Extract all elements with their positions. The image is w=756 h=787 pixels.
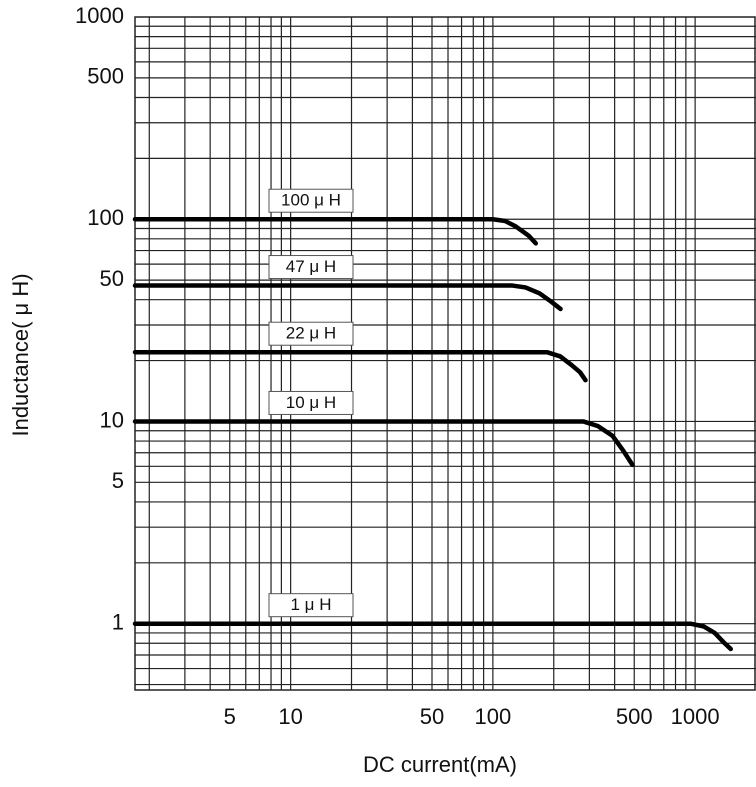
line-series <box>132 419 635 468</box>
legend-box <box>268 188 354 213</box>
y-tick-label: 500 <box>87 64 124 89</box>
line-series <box>132 283 563 312</box>
x-tick-label: 1000 <box>671 704 720 729</box>
y-tick-label: 10 <box>100 407 124 432</box>
legend-box <box>268 255 354 280</box>
y-tick-label: 50 <box>100 266 124 291</box>
x-tick-label: 50 <box>420 704 444 729</box>
y-axis-label: Inductance( μ H) <box>8 273 33 436</box>
series-label: 10 μ H <box>286 393 336 412</box>
legend-box <box>268 321 354 346</box>
series-label: 22 μ H <box>286 324 336 343</box>
x-tick-label: 100 <box>475 704 512 729</box>
series-label: 47 μ H <box>286 257 336 276</box>
x-tick-label: 5 <box>224 704 236 729</box>
x-tick-label: 10 <box>278 704 302 729</box>
y-tick-label: 1 <box>112 610 124 635</box>
y-tick-label: 100 <box>87 205 124 230</box>
y-tick-label: 1000 <box>75 3 124 28</box>
legend-box <box>268 390 354 415</box>
series-label: 100 μ H <box>281 191 341 210</box>
series-label: 1 μ H <box>291 595 332 614</box>
line-series <box>132 216 539 246</box>
legend-box <box>268 593 354 618</box>
line-series <box>132 621 733 652</box>
x-tick-label: 500 <box>616 704 653 729</box>
x-axis-label: DC current(mA) <box>363 752 517 777</box>
line-series <box>132 349 588 383</box>
y-tick-label: 5 <box>112 468 124 493</box>
